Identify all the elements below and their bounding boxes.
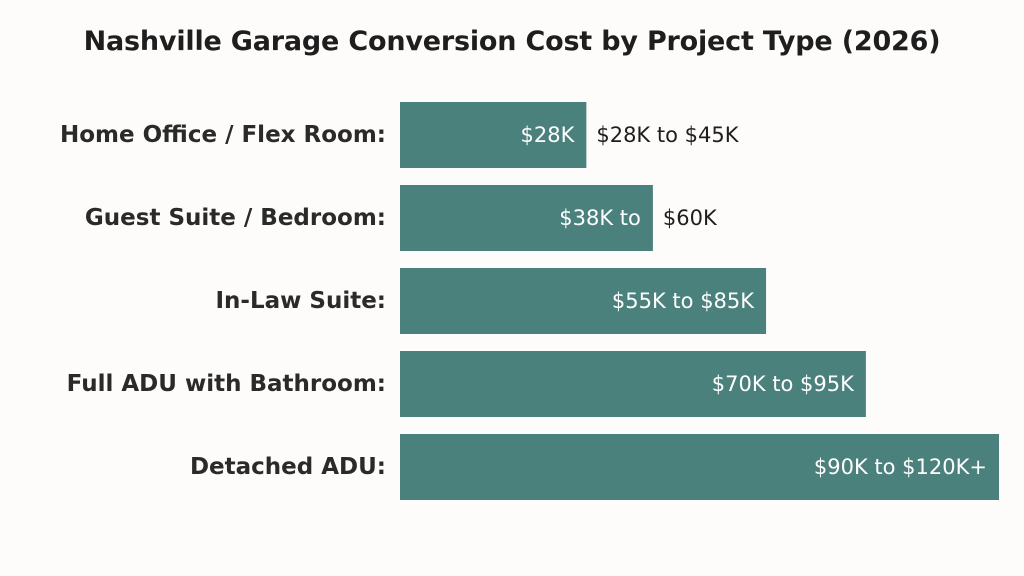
bar-2 [400,185,653,251]
data-label-inside-4: $70K to $95K [712,372,855,396]
data-label-outside-2: $60K [663,206,718,230]
chart-title: Nashville Garage Conversion Cost by Proj… [83,26,941,57]
category-label-4: Full ADU with Bathroom: [67,371,386,397]
category-label-2: Guest Suite / Bedroom: [85,205,386,231]
data-label-inside-1: $28K [520,123,575,147]
bar-1 [400,102,587,168]
data-label-outside-1: $28K to $45K [596,123,739,147]
data-label-inside-3: $55K to $85K [612,289,755,313]
data-label-inside-5: $90K to $120K+ [814,455,987,479]
data-label-inside-2: $38K to [559,206,641,230]
bar-5 [400,434,999,500]
category-label-3: In-Law Suite: [215,288,386,314]
bar-3 [400,268,767,334]
bar-4 [400,351,866,417]
category-label-5: Detached ADU: [190,454,386,480]
category-label-1: Home Office / Flex Room: [60,122,386,148]
